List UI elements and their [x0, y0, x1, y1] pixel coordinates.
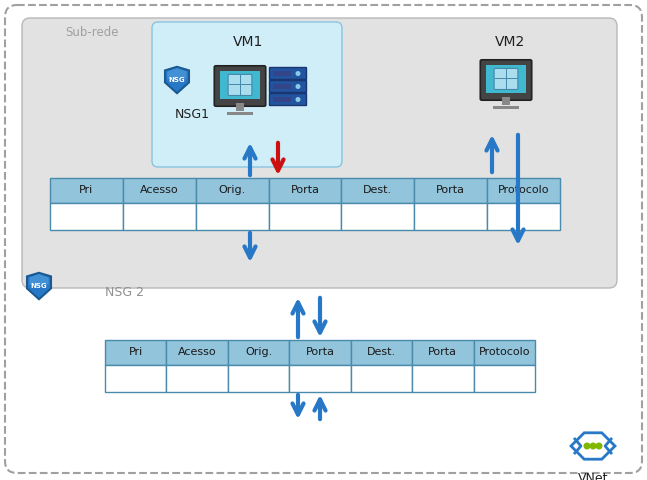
Text: Acesso: Acesso — [178, 348, 217, 358]
Text: Porta: Porta — [436, 185, 465, 195]
Text: VM1: VM1 — [233, 35, 263, 49]
Bar — [414, 178, 487, 203]
Circle shape — [595, 443, 602, 449]
Text: Orig.: Orig. — [219, 185, 246, 195]
FancyBboxPatch shape — [152, 22, 342, 167]
Text: NSG: NSG — [30, 283, 47, 289]
Text: Orig.: Orig. — [245, 348, 272, 358]
Bar — [412, 365, 474, 392]
Text: VM2: VM2 — [495, 35, 525, 49]
Bar — [273, 84, 291, 89]
Bar — [487, 178, 560, 203]
Bar — [474, 340, 535, 365]
Bar — [50, 203, 123, 230]
Bar — [351, 340, 412, 365]
FancyBboxPatch shape — [480, 60, 532, 100]
Text: Pri: Pri — [129, 348, 143, 358]
Circle shape — [296, 71, 300, 76]
Bar — [351, 365, 412, 392]
Bar — [237, 103, 243, 110]
Text: Sub-rede: Sub-rede — [65, 26, 118, 39]
Bar — [269, 178, 342, 203]
Bar — [474, 365, 535, 392]
Circle shape — [296, 97, 300, 102]
Bar — [269, 203, 342, 230]
Bar — [123, 178, 195, 203]
FancyBboxPatch shape — [228, 74, 252, 96]
Text: Pri: Pri — [80, 185, 94, 195]
Bar — [220, 72, 260, 98]
Text: NSG1: NSG1 — [175, 108, 210, 121]
FancyBboxPatch shape — [270, 68, 307, 80]
Bar — [414, 203, 487, 230]
FancyBboxPatch shape — [22, 18, 617, 288]
Bar — [227, 112, 253, 115]
Bar — [50, 178, 123, 203]
Bar — [342, 178, 414, 203]
Bar — [105, 365, 166, 392]
Text: Acesso: Acesso — [140, 185, 179, 195]
Polygon shape — [168, 68, 186, 79]
Text: NSG 2: NSG 2 — [105, 286, 144, 299]
Polygon shape — [27, 273, 51, 299]
Bar — [105, 340, 166, 365]
Circle shape — [296, 84, 300, 89]
Bar — [195, 203, 269, 230]
Bar — [289, 365, 351, 392]
FancyBboxPatch shape — [270, 94, 307, 106]
Bar — [123, 203, 195, 230]
Bar — [166, 365, 228, 392]
Bar — [412, 340, 474, 365]
Text: Dest.: Dest. — [364, 185, 393, 195]
Bar — [342, 203, 414, 230]
Bar — [273, 97, 291, 102]
FancyBboxPatch shape — [270, 81, 307, 93]
Bar — [503, 96, 510, 105]
Polygon shape — [29, 274, 49, 285]
Text: NSG: NSG — [169, 77, 185, 83]
Bar — [486, 65, 526, 93]
Circle shape — [589, 443, 597, 449]
Text: Protocolo: Protocolo — [479, 348, 530, 358]
Text: VNet: VNet — [578, 471, 608, 480]
Bar — [195, 178, 269, 203]
FancyBboxPatch shape — [494, 68, 518, 89]
FancyBboxPatch shape — [214, 66, 266, 106]
Text: Porta: Porta — [305, 348, 334, 358]
Bar — [228, 340, 289, 365]
Text: Porta: Porta — [291, 185, 320, 195]
Text: Dest.: Dest. — [367, 348, 396, 358]
Bar — [166, 340, 228, 365]
Polygon shape — [165, 67, 189, 93]
Bar — [228, 365, 289, 392]
Text: Porta: Porta — [428, 348, 457, 358]
Bar — [493, 106, 519, 109]
Bar — [487, 203, 560, 230]
Bar — [273, 71, 291, 76]
Bar — [289, 340, 351, 365]
Text: Protocolo: Protocolo — [498, 185, 549, 195]
Circle shape — [584, 443, 591, 449]
